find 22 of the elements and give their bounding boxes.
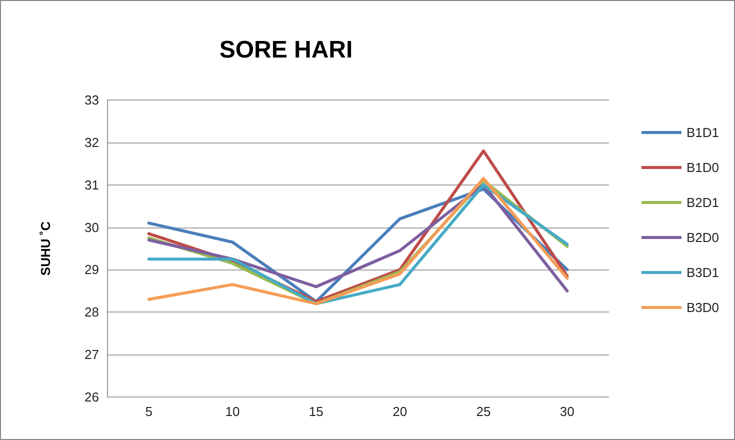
x-tick-label: 15	[308, 404, 324, 419]
chart-title: SORE HARI	[219, 36, 353, 64]
x-tick-label: 20	[392, 404, 408, 419]
y-axis-title: SUHU ˚C	[38, 220, 53, 276]
x-tick-label: 25	[476, 404, 491, 419]
y-tick-label: 33	[84, 92, 99, 108]
y-tick-label: 28	[84, 304, 99, 320]
legend-label: B1D0	[686, 160, 720, 175]
legend-label: B1D1	[686, 125, 720, 140]
y-tick-label: 30	[84, 220, 99, 235]
legend-label: B3D0	[686, 300, 720, 315]
x-tick-label: 5	[145, 404, 152, 419]
legend-label: B2D1	[686, 195, 720, 210]
y-tick-label: 27	[84, 347, 99, 362]
legend-label: B2D0	[686, 230, 720, 245]
y-tick-label: 31	[84, 177, 99, 192]
y-tick-label: 32	[84, 134, 99, 150]
y-tick-label: 29	[84, 262, 99, 278]
x-tick-label: 10	[225, 404, 240, 419]
x-tick-label: 30	[560, 404, 574, 419]
y-tick-label: 26	[84, 390, 99, 404]
legend-label: B3D1	[686, 265, 720, 280]
